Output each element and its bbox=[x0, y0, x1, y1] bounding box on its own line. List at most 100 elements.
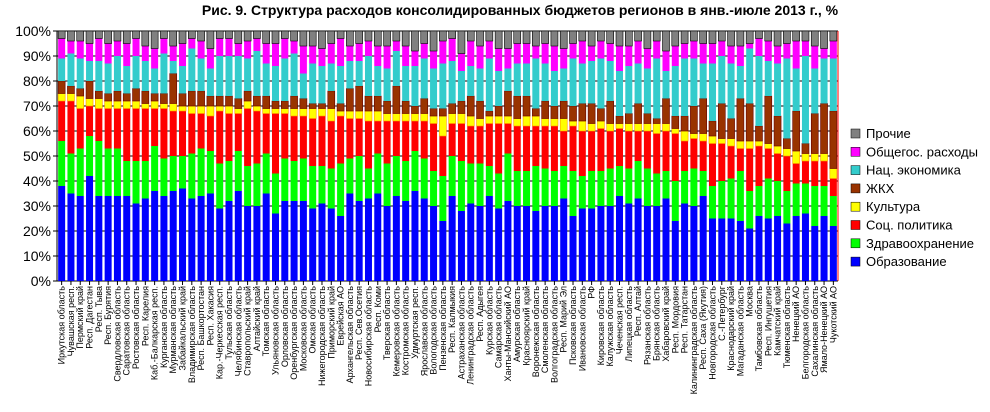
bar-segment bbox=[150, 100, 159, 109]
bar-segment bbox=[420, 121, 428, 159]
legend-label: Культура bbox=[866, 199, 921, 214]
bar-segment bbox=[690, 105, 698, 134]
x-tick-label: Московская область bbox=[298, 286, 308, 371]
y-tick-label: 60% bbox=[23, 123, 51, 139]
bar-segment bbox=[560, 68, 568, 101]
bar-segment bbox=[597, 58, 605, 109]
y-tick-label: 0% bbox=[31, 273, 51, 289]
bar-segment bbox=[755, 146, 763, 186]
bar-segment bbox=[392, 30, 401, 42]
bar-segment bbox=[476, 163, 484, 206]
bar-segment bbox=[820, 30, 828, 49]
bar-segment bbox=[336, 30, 345, 39]
bar-segment bbox=[420, 98, 429, 114]
bar-segment bbox=[132, 56, 140, 89]
bar-segment bbox=[801, 30, 810, 42]
bar-segment bbox=[653, 58, 661, 119]
bar-segment bbox=[783, 148, 791, 157]
bar-segment bbox=[736, 221, 744, 281]
x-tick-label: Респ. Бурятия bbox=[103, 286, 113, 345]
bar-segment bbox=[448, 113, 456, 124]
x-tick-label: Каб.-Балкарская респ. bbox=[150, 286, 160, 380]
x-tick-label: Амурская область bbox=[512, 286, 522, 362]
bar-segment bbox=[717, 138, 726, 144]
bar-segment bbox=[578, 131, 586, 176]
x-tick-label: Респ. Башкортостан bbox=[196, 286, 206, 371]
bar-segment bbox=[225, 30, 233, 39]
bar-segment bbox=[467, 66, 475, 96]
bar-segment bbox=[160, 158, 168, 196]
bar-segment bbox=[811, 226, 819, 281]
bar-segment bbox=[587, 103, 596, 124]
bar-segment bbox=[569, 105, 577, 122]
bar-segment bbox=[606, 61, 614, 101]
bar-segment bbox=[801, 56, 809, 144]
bar-segment bbox=[718, 218, 726, 281]
bar-segment bbox=[299, 46, 307, 74]
bar-segment bbox=[513, 118, 522, 127]
bar-segment bbox=[745, 103, 754, 142]
bar-segment bbox=[392, 51, 400, 86]
bar-segment bbox=[123, 161, 131, 196]
bar-segment bbox=[560, 166, 568, 199]
bar-segment bbox=[253, 30, 261, 39]
legend-swatch bbox=[850, 183, 861, 194]
bar-segment bbox=[402, 66, 410, 101]
bar-segment bbox=[690, 138, 698, 169]
legend-label: ЖКХ bbox=[866, 181, 895, 196]
bar-segment bbox=[820, 153, 828, 162]
bar-segment bbox=[755, 216, 763, 281]
bar-segment bbox=[411, 113, 419, 122]
bar-segment bbox=[123, 108, 131, 161]
bar-segment bbox=[141, 90, 150, 104]
bar-segment bbox=[774, 63, 782, 116]
x-tick-label: Томская область bbox=[261, 286, 271, 357]
x-tick-label: Костромская область bbox=[401, 286, 411, 376]
bar-segment bbox=[336, 103, 345, 112]
bar-segment bbox=[234, 56, 242, 99]
x-tick-label: Хабаровский край bbox=[661, 286, 671, 362]
bar-segment bbox=[225, 113, 233, 161]
x-tick-label: Липецкая область bbox=[624, 286, 634, 362]
bar-segment bbox=[179, 188, 187, 281]
bar-segment bbox=[718, 56, 726, 104]
bar-segment bbox=[104, 148, 112, 196]
bar-segment bbox=[495, 208, 503, 281]
bar-segment bbox=[708, 218, 716, 281]
bar-segment bbox=[160, 196, 168, 281]
bar-segment bbox=[448, 38, 456, 61]
x-tick-label: Еврейская АО bbox=[336, 286, 346, 346]
bar-segment bbox=[364, 95, 373, 112]
bar-segment bbox=[309, 208, 317, 281]
legend-swatch bbox=[850, 220, 861, 230]
x-tick-label: Белгородская область bbox=[800, 286, 810, 380]
bar-segment bbox=[643, 206, 651, 281]
bar-segment bbox=[811, 186, 819, 226]
bar-segment bbox=[188, 198, 196, 281]
bar-segment bbox=[430, 51, 438, 69]
x-tick-label: Тверская область bbox=[382, 286, 392, 360]
bar-segment bbox=[411, 51, 419, 66]
bar-segment bbox=[485, 110, 494, 117]
bar-segment bbox=[792, 216, 800, 281]
bar-segment bbox=[141, 161, 149, 199]
bar-segment bbox=[467, 163, 475, 204]
bar-segment bbox=[616, 196, 624, 281]
bar-segment bbox=[485, 30, 494, 42]
bar-segment bbox=[532, 166, 540, 211]
bar-segment bbox=[727, 178, 735, 219]
bar-segment bbox=[643, 113, 652, 124]
bar-segment bbox=[578, 30, 587, 42]
x-tick-label: Респ. Карелия bbox=[140, 286, 150, 346]
x-axis-labels: Иркутская область Чувашская респ. Пермский… bbox=[57, 281, 838, 394]
bar-segment bbox=[179, 66, 187, 94]
bar-segment bbox=[801, 153, 810, 162]
bar-segment bbox=[513, 95, 522, 119]
bar-segment bbox=[299, 108, 308, 117]
bar-segment bbox=[67, 153, 75, 194]
bar-segment bbox=[141, 61, 149, 91]
bar-segment bbox=[727, 46, 735, 64]
bar-segment bbox=[95, 98, 103, 109]
bar-segment bbox=[606, 123, 615, 132]
bar-segment bbox=[662, 198, 670, 281]
